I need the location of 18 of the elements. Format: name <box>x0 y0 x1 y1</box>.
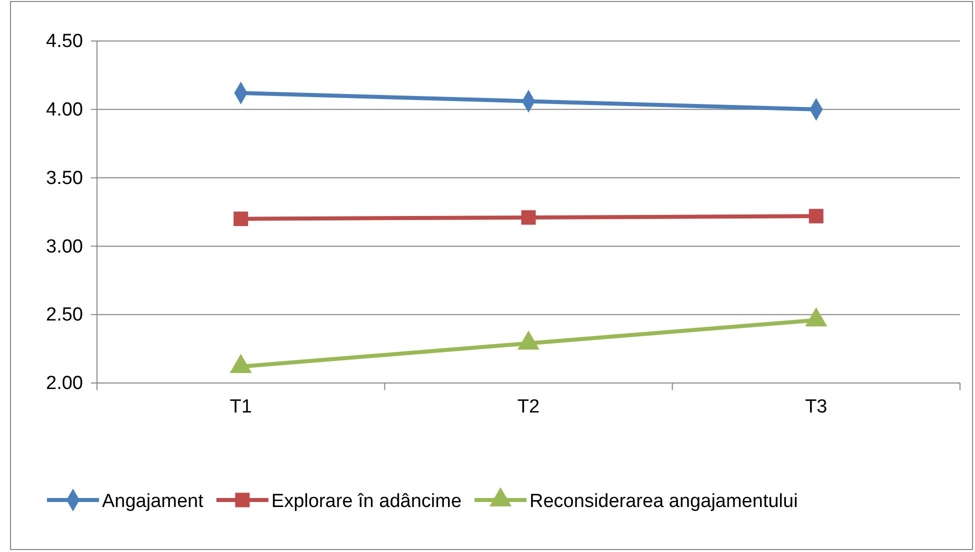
y-tick-label: 4.00 <box>46 99 83 120</box>
point <box>521 210 536 225</box>
x-tick-label: T3 <box>805 396 828 418</box>
point <box>234 212 248 226</box>
legend-label: Reconsiderarea angajamentului <box>530 491 798 512</box>
legend-label: Explorare în adâncime <box>271 491 462 512</box>
x-tick-label: T2 <box>517 396 540 418</box>
y-tick-label: 3.00 <box>46 236 83 258</box>
x-tick-label: T1 <box>230 396 252 418</box>
y-tick-label: 2.50 <box>46 304 83 326</box>
point <box>517 330 540 350</box>
point <box>230 354 252 373</box>
y-tick-label: 4.50 <box>46 31 83 52</box>
y-tick-label: 3.50 <box>46 168 83 189</box>
legend-label: Angajament <box>102 491 204 512</box>
point <box>805 307 828 326</box>
y-tick-label: 2.00 <box>46 373 83 394</box>
point <box>808 208 824 224</box>
